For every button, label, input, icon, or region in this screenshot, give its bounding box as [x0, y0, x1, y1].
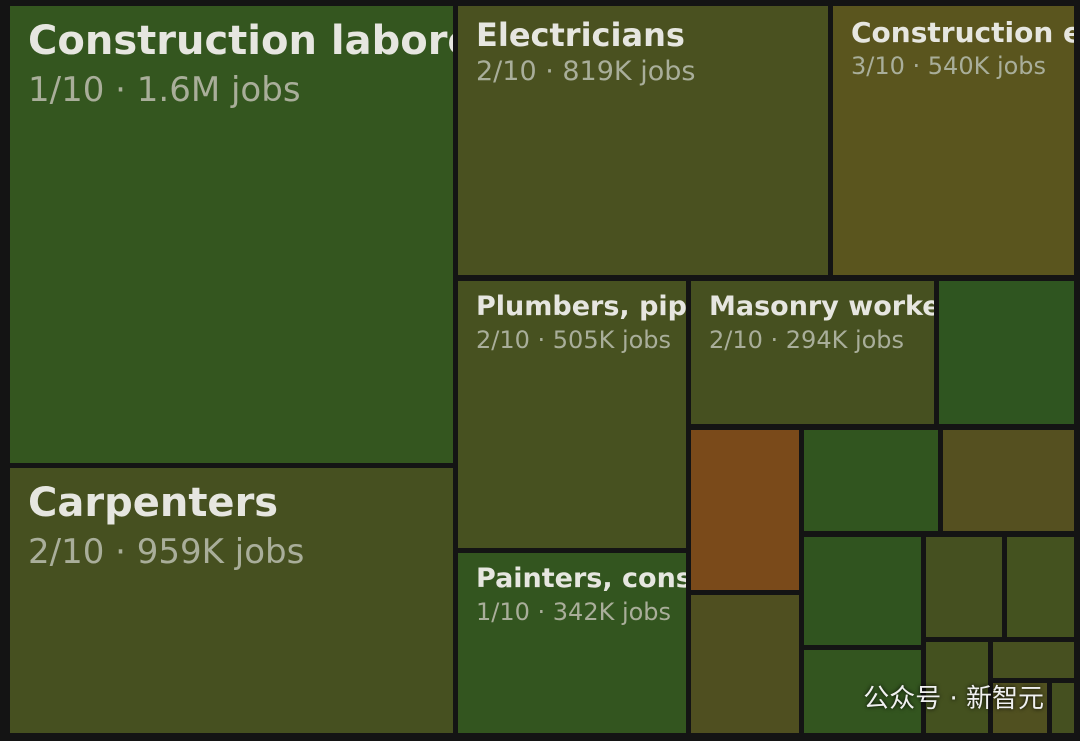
tile: Construction e 3/10 · 540K jobs — [833, 6, 1074, 275]
tile: Plumbers, pipe 2/10 · 505K jobs — [458, 281, 686, 548]
tile — [939, 281, 1074, 424]
tile-name: Construction labore — [28, 18, 453, 64]
tile-detail: 3/10 · 540K jobs — [851, 52, 1047, 80]
tile-name: Construction e — [851, 16, 1074, 49]
tile: Masonry workers 2/10 · 294K jobs — [691, 281, 934, 424]
tile — [691, 430, 799, 590]
tile — [993, 642, 1074, 678]
tile — [926, 642, 988, 733]
watermark: 公众号 · 新智元 — [863, 684, 1044, 714]
tile-detail: 1/10 · 342K jobs — [476, 598, 672, 626]
tile-detail: 2/10 · 819K jobs — [476, 56, 696, 87]
tile — [804, 537, 921, 645]
tile: Carpenters 2/10 · 959K jobs — [10, 468, 453, 733]
tile-detail: 2/10 · 959K jobs — [28, 532, 305, 572]
tile-name: Plumbers, pipe — [476, 291, 686, 322]
tile — [804, 650, 921, 733]
tile — [804, 430, 938, 531]
tile — [993, 683, 1047, 733]
tile-detail: 2/10 · 505K jobs — [476, 326, 672, 354]
tile — [926, 537, 1002, 637]
tile: Electricians 2/10 · 819K jobs — [458, 6, 828, 275]
tile: Painters, cons 1/10 · 342K jobs — [458, 553, 686, 733]
tile-name: Electricians — [476, 16, 685, 54]
tile-detail: 1/10 · 1.6M jobs — [28, 70, 301, 110]
tile-name: Painters, cons — [476, 563, 686, 594]
tile — [691, 595, 799, 733]
tile — [1007, 537, 1074, 637]
tile-name: Masonry workers — [709, 291, 934, 322]
tile-name: Carpenters — [28, 480, 279, 526]
tile — [1052, 683, 1074, 733]
tile-detail: 2/10 · 294K jobs — [709, 326, 905, 354]
tile — [943, 430, 1074, 531]
tile: Construction labore 1/10 · 1.6M jobs — [10, 6, 453, 463]
